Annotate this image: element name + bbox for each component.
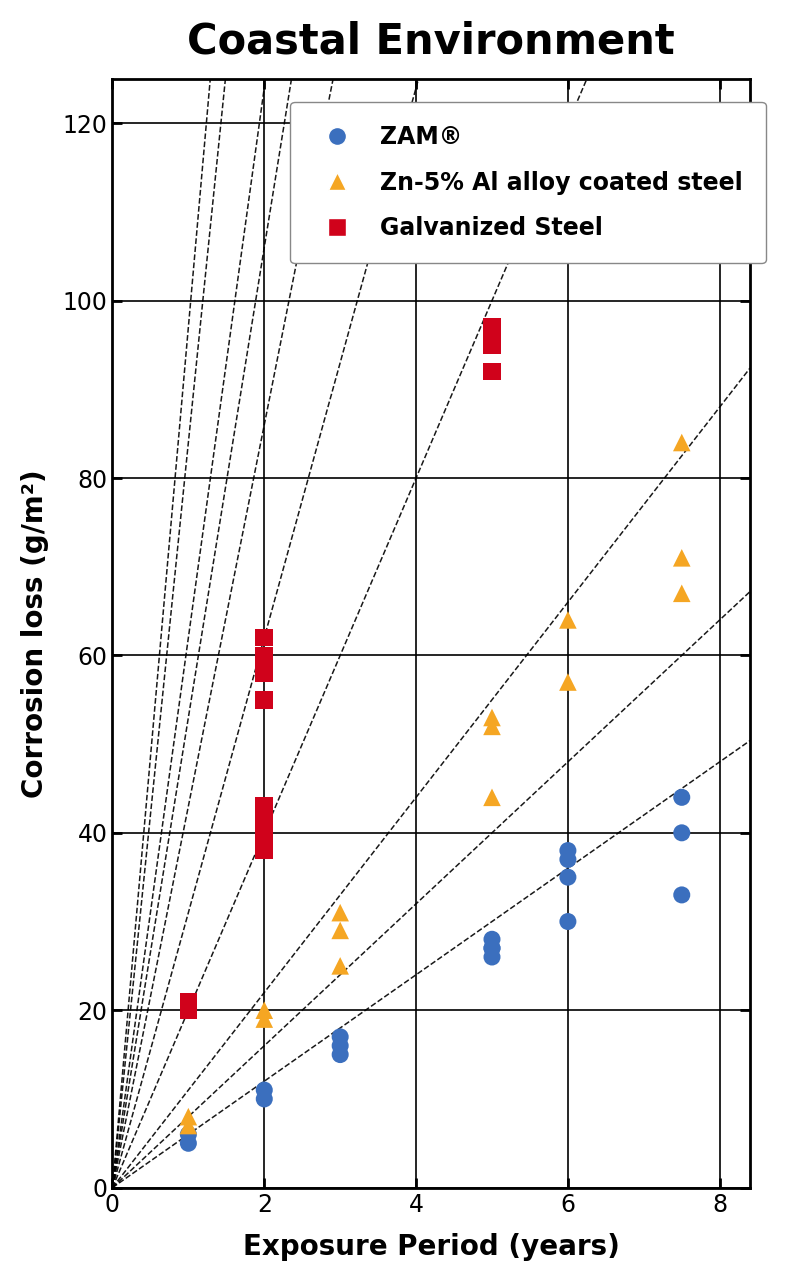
Point [258,1009,270,1029]
Point [334,1027,346,1047]
Point [486,708,498,728]
Point [182,991,194,1011]
X-axis label: Exposure Period (years): Exposure Period (years) [243,1233,620,1261]
Point [258,796,270,817]
Point [486,929,498,950]
Point [675,787,688,808]
Point [182,1124,194,1145]
Point [258,627,270,647]
Y-axis label: Corrosion loss (g/m²): Corrosion loss (g/m²) [21,469,49,797]
Point [486,335,498,355]
Point [486,362,498,382]
Point [562,849,574,869]
Point [562,610,574,631]
Point [334,903,346,923]
Title: Coastal Environment: Coastal Environment [187,21,675,63]
Point [334,920,346,941]
Point [675,547,688,568]
Point [562,912,574,932]
Legend: ZAM®, Zn-5% Al alloy coated steel, Galvanized Steel: ZAM®, Zn-5% Al alloy coated steel, Galva… [290,101,766,263]
Point [258,1088,270,1109]
Point [258,645,270,665]
Point [486,787,498,808]
Point [258,1000,270,1020]
Point [182,1115,194,1136]
Point [486,317,498,337]
Point [562,867,574,887]
Point [334,955,346,976]
Point [486,938,498,959]
Point [334,1036,346,1056]
Point [486,717,498,737]
Point [675,432,688,453]
Point [182,1000,194,1020]
Point [258,805,270,826]
Point [675,823,688,844]
Point [562,672,574,692]
Point [258,1079,270,1100]
Point [182,1133,194,1154]
Point [258,823,270,844]
Point [562,840,574,860]
Point [675,885,688,905]
Point [258,840,270,860]
Point [258,663,270,683]
Point [258,690,270,710]
Point [486,938,498,959]
Point [486,946,498,967]
Point [182,1106,194,1127]
Point [334,1045,346,1065]
Point [675,583,688,604]
